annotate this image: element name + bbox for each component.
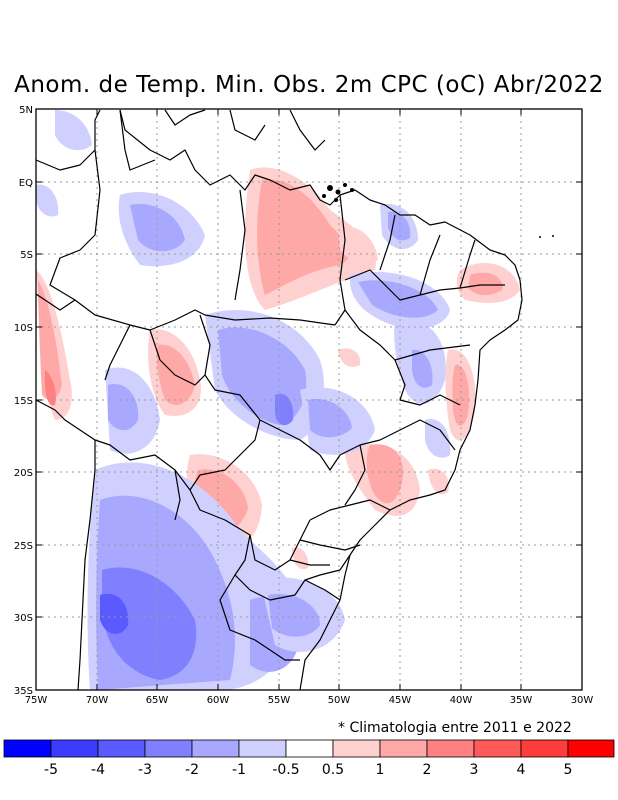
warm-anomaly-west-coast-peak	[44, 370, 56, 406]
latitude-ticks	[36, 108, 582, 618]
lon-label: 65W	[146, 695, 169, 706]
cold-anomaly-bahia-core	[412, 349, 433, 388]
latitude-labels: 5N EQ 5S 10S 15S 20S 25S 30S 35S	[14, 105, 33, 697]
colorbar-label: 5	[564, 762, 573, 778]
colorbar-swatch	[50, 739, 99, 758]
colorbar-label: -0.5	[272, 762, 299, 778]
colorbar-swatch	[3, 739, 52, 758]
colorbar-label: -4	[91, 762, 105, 778]
cold-anomaly-northwest	[55, 110, 92, 151]
colorbar-swatch	[473, 739, 522, 758]
grid-lines	[36, 109, 582, 690]
cold-anomaly-colombia	[36, 184, 59, 217]
cold-anomaly-southern-cone-core	[102, 567, 197, 680]
colorbar-swatch	[285, 739, 334, 758]
cold-anomaly-piaui-core	[358, 280, 438, 318]
colorbar-label: 1	[376, 762, 385, 778]
warm-anomaly-southeast-core	[366, 444, 404, 504]
lat-label: 5S	[20, 250, 33, 261]
warm-anomaly-northeast-core	[468, 272, 503, 296]
colorbar-swatch	[144, 739, 193, 758]
colorbar-swatch	[520, 739, 569, 758]
colorbar-label: 4	[517, 762, 526, 778]
colorbar-labels: -5 -4 -3 -2 -1 -0.5 0.5 1 2 3 4 5	[44, 762, 572, 778]
colorbar-label: -3	[138, 762, 152, 778]
coastline-borders	[36, 109, 523, 690]
lat-label: 35S	[14, 686, 33, 697]
longitude-labels: 75W 70W 65W 60W 55W 50W 45W 40W 35W 30W	[25, 695, 594, 706]
cold-anomaly-amazon-west-core	[130, 204, 185, 252]
colorbar-swatch	[332, 739, 381, 758]
cold-anomaly-espirito-santo	[425, 419, 451, 458]
cold-anomaly-southern-cone-peak	[100, 593, 129, 635]
colorbar-label: 3	[470, 762, 479, 778]
lon-label: 60W	[207, 695, 230, 706]
warm-anomaly-amazon-core	[257, 179, 350, 295]
lon-label: 45W	[389, 695, 412, 706]
lat-label: 30S	[14, 613, 33, 624]
colorbar-label: 0.5	[322, 762, 344, 778]
lat-label: 25S	[14, 541, 33, 552]
colorbar-swatch	[191, 739, 240, 758]
amazon-delta-islands	[322, 183, 554, 238]
lon-label: 50W	[328, 695, 351, 706]
colorbar-swatch	[97, 739, 146, 758]
lat-label: EQ	[19, 178, 33, 189]
lon-label: 70W	[86, 695, 109, 706]
warm-anomaly-east-coast-core	[452, 364, 470, 426]
colorbar-label: 2	[423, 762, 432, 778]
lon-label: 40W	[450, 695, 473, 706]
cold-anomaly-minas-core	[308, 399, 352, 438]
lon-label: 35W	[510, 695, 533, 706]
colorbar-label: -2	[185, 762, 199, 778]
lat-label: 5N	[19, 105, 33, 116]
longitude-ticks	[96, 109, 522, 690]
colorbar	[3, 739, 615, 758]
lat-label: 10S	[14, 323, 33, 334]
map-title: Anom. de Temp. Min. Obs. 2m CPC (oC) Abr…	[14, 72, 604, 98]
cold-anomaly-chaco-core	[108, 384, 139, 431]
colorbar-swatch	[426, 739, 475, 758]
cold-anomaly-ceara-core	[388, 211, 411, 241]
cold-anomaly-rio-grande-core	[268, 594, 320, 637]
lon-label: 75W	[25, 695, 48, 706]
colorbar-swatch	[238, 739, 287, 758]
lon-label: 55W	[268, 695, 291, 706]
warm-anomaly-west-coast-core	[38, 280, 62, 401]
colorbar-label: -1	[232, 762, 246, 778]
cold-anomaly-central-brazil-peak	[275, 393, 294, 426]
colorbar-swatch	[567, 739, 615, 758]
lat-label: 20S	[14, 468, 33, 479]
climatology-footnote: * Climatologia entre 2011 e 2022	[338, 720, 572, 736]
colorbar-swatch	[379, 739, 428, 758]
warm-anomaly-goias	[338, 348, 361, 367]
colorbar-label: -5	[44, 762, 58, 778]
warm-anomaly-rio	[428, 468, 449, 495]
anomaly-fields	[36, 110, 520, 690]
lon-label: 30W	[571, 695, 594, 706]
lat-label: 15S	[14, 396, 33, 407]
